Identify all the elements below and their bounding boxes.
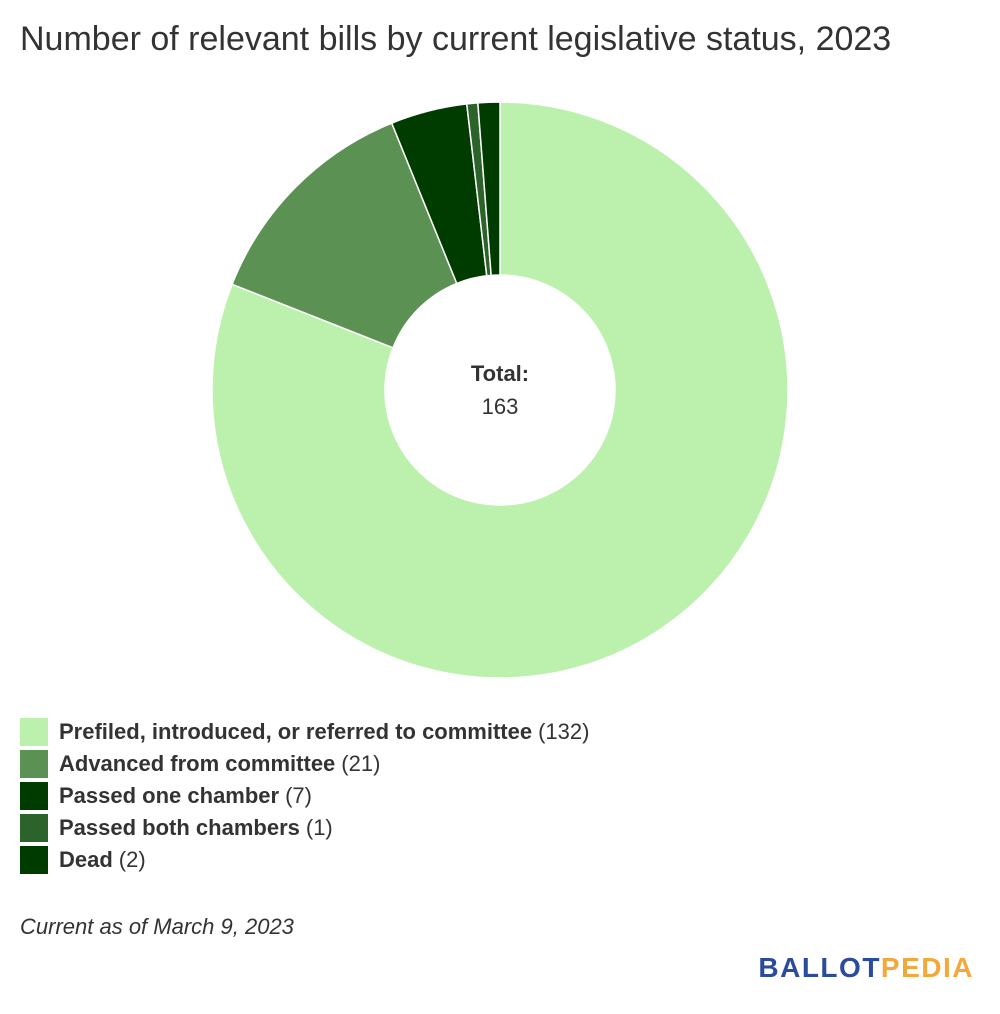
- donut-center-label: Total:: [470, 361, 530, 386]
- chart-legend: Prefiled, introduced, or referred to com…: [20, 716, 589, 876]
- legend-swatch: [20, 750, 48, 778]
- legend-label: Passed one chamber: [59, 783, 280, 808]
- slice-prefiled: [211, 101, 789, 679]
- legend-item-dead: Dead (2): [20, 844, 589, 876]
- legend-count: (2): [118, 847, 146, 872]
- legend-label: Dead: [59, 847, 113, 872]
- donut-center-value: 163: [481, 394, 519, 419]
- ballotpedia-logo: BALLOTPEDIA: [758, 952, 974, 984]
- legend-item-advanced: Advanced from committee (21): [20, 748, 589, 780]
- legend-label: Advanced from committee: [59, 751, 336, 776]
- legend-item-passed-one: Passed one chamber (7): [20, 780, 589, 812]
- legend-count: (1): [305, 815, 333, 840]
- legend-label: Passed both chambers: [59, 815, 300, 840]
- slice-advanced: [231, 122, 458, 349]
- legend-count: (132): [538, 719, 590, 744]
- donut-chart: [211, 101, 789, 679]
- legend-count: (21): [341, 751, 381, 776]
- legend-swatch: [20, 814, 48, 842]
- logo-text-pedia: PEDIA: [880, 952, 974, 983]
- legend-swatch: [20, 718, 48, 746]
- legend-swatch: [20, 846, 48, 874]
- legend-swatch: [20, 782, 48, 810]
- legend-label: Prefiled, introduced, or referred to com…: [59, 719, 533, 744]
- legend-item-passed-both: Passed both chambers (1): [20, 812, 589, 844]
- logo-text-ballot: BALLOT: [758, 952, 881, 983]
- chart-title: Number of relevant bills by current legi…: [20, 20, 892, 58]
- date-note: Current as of March 9, 2023: [20, 914, 294, 939]
- slice-dead: [477, 101, 501, 277]
- legend-item-prefiled: Prefiled, introduced, or referred to com…: [20, 716, 589, 748]
- legend-count: (7): [285, 783, 312, 808]
